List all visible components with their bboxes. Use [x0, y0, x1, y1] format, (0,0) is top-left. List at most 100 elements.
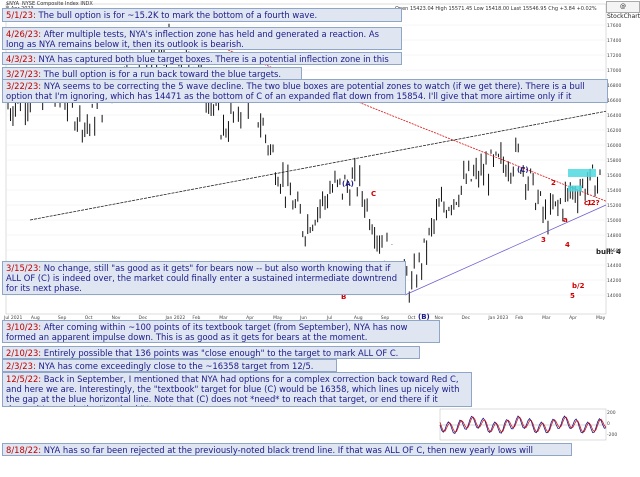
- x-tick-label: Feb: [515, 315, 523, 321]
- x-tick-label: Oct: [408, 315, 416, 321]
- annotation-date: 3/10/23:: [6, 322, 42, 332]
- purple-trend-line: [404, 204, 607, 296]
- annotation-date: 5/1/23:: [6, 10, 36, 20]
- y-tick-label: 16400: [607, 113, 621, 119]
- annotation-text: After coming within ~100 points of its t…: [6, 322, 408, 342]
- y-tick-label: 14600: [607, 248, 621, 254]
- watermark-badge: @ StockCharts.com: [606, 1, 640, 20]
- wave-label: c/2?: [584, 199, 600, 207]
- wave-label: (B): [418, 313, 430, 321]
- annotation-text: The bull option is for a run back toward…: [43, 69, 282, 79]
- x-tick-label: Mar: [219, 315, 228, 321]
- ohlc-readout: Open 15423.04 High 15571.45 Low 15418.00…: [395, 6, 597, 12]
- x-tick-label: Nov: [435, 315, 444, 321]
- annotation-text: No change, still "as good as it gets" fo…: [6, 263, 398, 293]
- wave-label: bull: 4: [596, 248, 621, 256]
- macd-line: [439, 415, 607, 435]
- x-tick-label: Jul: [326, 315, 332, 321]
- y-tick-label: 14200: [607, 278, 621, 284]
- y-tick-label: 17600: [607, 23, 621, 29]
- annotation-text: NYA has so far been rejected at the prev…: [43, 445, 534, 455]
- wave-label: b/2: [572, 282, 585, 290]
- annotation-date: 3/15/23:: [6, 263, 42, 273]
- x-tick-label: Sep: [58, 315, 67, 321]
- annotation-text: After multiple tests, NYA's inflection z…: [6, 29, 379, 49]
- ticker-symbol: $NYA: [6, 1, 20, 7]
- wave-label: 2: [551, 179, 556, 187]
- x-tick-label: Apr: [246, 315, 254, 321]
- y-tick-label: 15800: [607, 158, 621, 164]
- y-tick-label: 14000: [607, 293, 621, 299]
- y-tick-label: 17000: [607, 68, 621, 74]
- annotation-date: 3/27/23:: [6, 69, 42, 79]
- x-tick-label: May: [273, 315, 283, 321]
- annotation-note: 12/5/22: Back in September, I mentioned …: [2, 372, 472, 407]
- y-tick-label: 14400: [607, 263, 621, 269]
- x-tick-label: Apr: [569, 315, 577, 321]
- annotation-date: 2/3/23:: [6, 361, 36, 371]
- x-tick-label: Jun: [299, 315, 307, 321]
- index-name: NYSE Composite Index INDX: [22, 1, 93, 7]
- annotation-date: 2/10/23:: [6, 348, 42, 358]
- macd-tick-label: -200: [607, 432, 617, 438]
- x-tick-label: Oct: [85, 315, 93, 321]
- annotation-date: 4/26/23:: [6, 29, 42, 39]
- black-trend-line: [29, 110, 607, 221]
- x-tick-label: Dec: [461, 315, 470, 321]
- wave-label: B: [341, 293, 346, 301]
- y-tick-label: 15600: [607, 173, 621, 179]
- macd-tick-label: 0: [607, 421, 610, 427]
- wave-label: 1: [587, 199, 592, 207]
- x-tick-label: Dec: [139, 315, 148, 321]
- x-tick-label: Sep: [381, 315, 390, 321]
- annotation-note: 3/15/23: No change, still "as good as it…: [2, 261, 406, 295]
- x-tick-label: Mar: [542, 315, 551, 321]
- x-tick-label: May: [596, 315, 606, 321]
- target-box-upper: [568, 169, 596, 177]
- y-tick-label: 15400: [607, 188, 621, 194]
- annotation-note: 5/1/23: The bull option is for ~15.2K to…: [2, 8, 402, 22]
- annotation-date: 12/5/22:: [6, 374, 42, 384]
- macd-signal-line: [439, 416, 607, 433]
- wave-label: 5: [570, 292, 575, 300]
- x-tick-label: Aug: [31, 315, 40, 321]
- annotation-note: 2/10/23: Entirely possible that 136 poin…: [2, 346, 420, 359]
- annotation-note: 8/18/22: NYA has so far been rejected at…: [2, 443, 572, 456]
- x-tick-label: Aug: [354, 315, 363, 321]
- y-tick-label: 16600: [607, 98, 621, 104]
- y-tick-label: 15000: [607, 218, 621, 224]
- wave-label: (C): [517, 166, 529, 174]
- y-tick-label: 15200: [607, 203, 621, 209]
- annotation-date: 8/18/22:: [6, 445, 42, 455]
- y-tick-label: 16800: [607, 83, 621, 89]
- annotation-text: NYA has captured both blue target boxes.…: [38, 54, 389, 64]
- x-tick-label: Jan 2023: [487, 315, 508, 321]
- y-tick-label: 16000: [607, 143, 621, 149]
- macd-tick-label: 200: [607, 410, 616, 416]
- x-tick-label: Feb: [192, 315, 200, 321]
- annotation-text: NYA seems to be correcting the 5 wave de…: [6, 81, 585, 102]
- y-tick-label: 17200: [607, 53, 621, 59]
- x-tick-label: Nov: [112, 315, 121, 321]
- wave-label: 3: [541, 236, 546, 244]
- annotation-note: 4/26/23: After multiple tests, NYA's inf…: [2, 27, 402, 50]
- annotation-note: 2/3/23: NYA has come exceedingly close t…: [2, 359, 337, 372]
- annotation-date: 4/3/23:: [6, 54, 36, 64]
- wave-label: a: [563, 216, 568, 224]
- red-trend-line: [174, 28, 607, 202]
- annotation-text: Entirely possible that 136 points was "c…: [43, 348, 399, 358]
- annotation-text: The bull option is for ~15.2K to mark th…: [38, 10, 318, 20]
- wave-label: (A): [342, 180, 354, 188]
- annotation-note: 3/22/23: NYA seems to be correcting the …: [2, 79, 608, 103]
- annotation-date: 3/22/23:: [6, 81, 42, 91]
- annotation-text: Back in September, I mentioned that NYA …: [6, 374, 460, 406]
- y-tick-label: 17400: [607, 38, 621, 44]
- wave-label: 4: [565, 241, 570, 249]
- x-tick-label: Jan 2022: [164, 315, 185, 321]
- annotation-note: 3/10/23: After coming within ~100 points…: [2, 320, 440, 343]
- x-tick-label: Jul 2021: [3, 315, 22, 321]
- annotation-text: NYA has come exceedingly close to the ~1…: [38, 361, 314, 371]
- y-tick-label: 16200: [607, 128, 621, 134]
- y-tick-label: 14800: [607, 233, 621, 239]
- annotation-note: 4/3/23: NYA has captured both blue targe…: [2, 52, 402, 65]
